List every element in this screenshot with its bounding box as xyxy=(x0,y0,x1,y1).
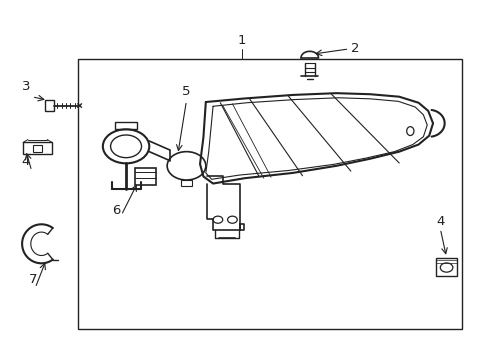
Text: 2: 2 xyxy=(350,42,359,55)
Text: 1: 1 xyxy=(237,34,246,47)
Text: 3: 3 xyxy=(21,80,30,93)
Text: 4: 4 xyxy=(435,215,444,228)
Bar xyxy=(435,258,456,276)
Bar xyxy=(135,168,156,185)
Bar xyxy=(78,59,461,329)
Text: 7: 7 xyxy=(28,273,37,286)
Text: 4: 4 xyxy=(22,154,30,168)
Text: 6: 6 xyxy=(112,204,121,217)
Text: 5: 5 xyxy=(182,85,190,99)
Bar xyxy=(115,122,137,129)
Bar xyxy=(180,180,192,186)
